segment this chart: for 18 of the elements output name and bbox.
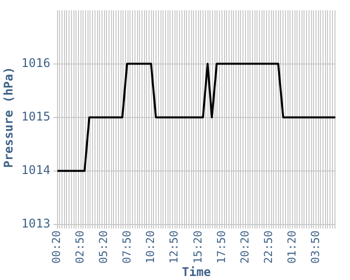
x-tick-label: 10:20 — [144, 230, 158, 264]
y-axis-title: Pressure (hPa) — [1, 66, 16, 168]
x-tick-label: 22:50 — [262, 230, 275, 264]
x-tick-label: 02:50 — [74, 230, 87, 264]
y-tick-label: 1015 — [21, 109, 50, 124]
y-tick-label: 1013 — [21, 216, 50, 231]
x-tick-label: 17:50 — [214, 230, 228, 264]
x-tick-label: 20:20 — [238, 230, 252, 264]
y-tick-label: 1016 — [21, 56, 50, 70]
x-tick-label: 05:20 — [97, 230, 110, 264]
x-tick-label: 07:50 — [120, 230, 134, 264]
x-tick-label: 12:50 — [168, 230, 181, 264]
x-tick-label: 01:20 — [285, 230, 298, 264]
x-tick-label: 03:50 — [308, 230, 322, 264]
x-tick-label: 00:20 — [50, 230, 64, 264]
x-tick-label: 15:20 — [191, 230, 204, 264]
x-axis-title: Time — [182, 264, 211, 279]
y-tick-label: 1014 — [21, 163, 50, 178]
